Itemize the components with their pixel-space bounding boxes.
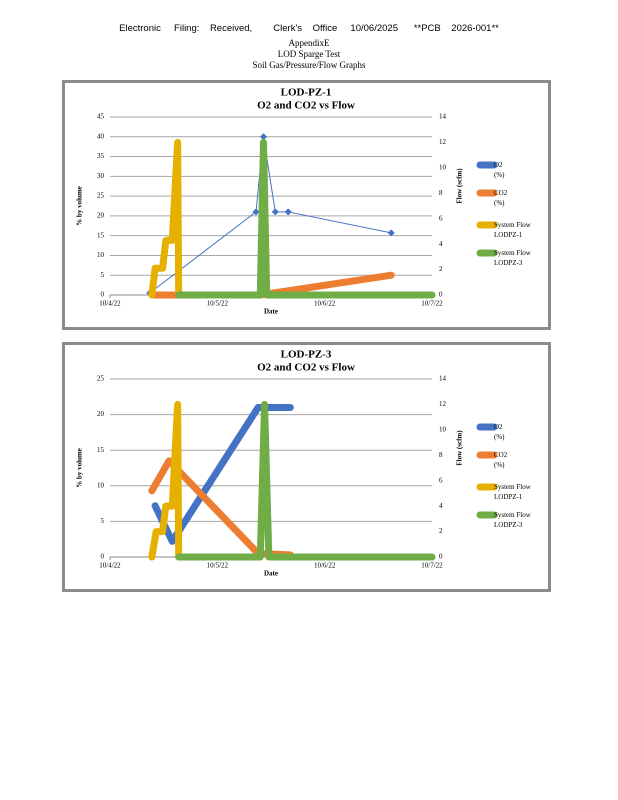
y2-tick-label: 10	[439, 425, 447, 433]
y-tick-label: 40	[97, 132, 105, 140]
y2-tick-label: 6	[439, 214, 443, 222]
chart-title: LOD-PZ-1	[281, 87, 332, 99]
y-tick-label: 5	[101, 271, 105, 279]
x-tick-label: 10/4/22	[99, 562, 121, 570]
legend-label: System Flow LODPZ-1	[494, 221, 531, 239]
y-tick-label: 15	[97, 231, 105, 239]
y2-tick-label: 2	[439, 265, 443, 273]
y2-tick-label: 12	[439, 400, 447, 408]
x-tick-label: 10/7/22	[421, 300, 443, 308]
series-line	[148, 400, 183, 561]
y-tick-label: 20	[97, 211, 105, 219]
y2-tick-label: 14	[439, 113, 447, 121]
point-marker	[259, 133, 267, 141]
chart: LOD-PZ-1O2 and CO2 vs Flow05101520253035…	[76, 87, 498, 316]
appendix: AppendixE	[288, 38, 330, 48]
chart-title: LOD-PZ-3	[281, 349, 332, 361]
x-tick-label: 10/7/22	[421, 562, 443, 570]
y-tick-label: 10	[97, 251, 105, 259]
y2-tick-label: 0	[439, 553, 443, 561]
y-tick-label: 30	[97, 172, 105, 180]
point-marker	[387, 229, 395, 237]
y2-tick-label: 8	[439, 189, 443, 197]
legend-label: O2 (%)	[494, 161, 505, 179]
y2-tick-label: 0	[439, 291, 443, 299]
x-tick-label: 10/5/22	[207, 300, 229, 308]
y-tick-label: 0	[101, 553, 105, 561]
x-tick-label: 10/5/22	[207, 562, 229, 570]
y-tick-label: 15	[97, 446, 105, 454]
series-line	[148, 138, 183, 299]
x-tick-label: 10/6/22	[314, 300, 336, 308]
chart-frame: LOD-PZ-3 O2 and CO2 vs Flow 0 5 10 15 20 25 0 2 4 6…	[62, 342, 551, 592]
y-tick-label: 25	[97, 192, 105, 200]
legend-label: System Flow LODPZ-3	[494, 249, 531, 267]
x-tick-label: 10/6/22	[314, 562, 336, 570]
legend-label: System Flow LODPZ-1	[494, 483, 531, 501]
y2-axis-label: Flow (scfm)	[456, 430, 464, 466]
y2-tick-label: 4	[439, 240, 443, 248]
legend-label: CO2 (%)	[494, 451, 508, 469]
y-tick-label: 0	[101, 291, 105, 299]
chart-subtitle: O2 and CO2 vs Flow	[257, 362, 355, 374]
y-tick-label: 45	[97, 113, 105, 121]
point-marker	[271, 208, 279, 216]
x-tick-label: 10/4/22	[99, 300, 121, 308]
y2-axis-label: Flow (scfm)	[456, 168, 464, 204]
legend-label: CO2 (%)	[494, 189, 508, 207]
filing-stamp: Electronic Filing: Received, Clerk's Off…	[119, 23, 499, 34]
y-tick-label: 10	[97, 481, 105, 489]
y-axis-label: % by volume	[76, 186, 84, 226]
y-tick-label: 25	[97, 375, 105, 383]
y2-tick-label: 4	[439, 502, 443, 510]
chart: LOD-PZ-3O2 and CO2 vs Flow 0 5 10 15 20 25 0 2 4 6…	[76, 349, 498, 578]
chart-frame: LOD-PZ-1 O2 and CO2 vs Flow 0 5 10 15 20 25 30 35…	[62, 80, 551, 330]
test-name: LOD Sparge Test	[277, 49, 341, 59]
y2-tick-label: 12	[439, 138, 447, 146]
x-axis-label: Date	[264, 570, 278, 578]
graphs-title: Soil Gas/Pressure/Flow Graphs	[252, 60, 366, 70]
y2-tick-label: 14	[439, 375, 447, 383]
y2-tick-label: 8	[439, 451, 443, 459]
point-marker	[284, 208, 292, 216]
legend-label: System Flow LODPZ-3	[494, 511, 531, 529]
y-axis-label: % by volume	[76, 448, 84, 488]
chart-subtitle: O2 and CO2 vs Flow	[257, 100, 355, 112]
y-tick-label: 20	[97, 410, 105, 418]
legend-label: O2 (%)	[494, 423, 505, 441]
series-line	[149, 136, 392, 294]
series-line	[175, 138, 436, 299]
point-marker	[252, 208, 260, 216]
y2-tick-label: 6	[439, 476, 443, 484]
x-axis-label: Date	[264, 308, 278, 316]
y2-tick-label: 10	[439, 163, 447, 171]
series-line	[175, 400, 436, 561]
y2-tick-label: 2	[439, 527, 443, 535]
y-tick-label: 5	[101, 517, 105, 525]
y-tick-label: 35	[97, 152, 105, 160]
